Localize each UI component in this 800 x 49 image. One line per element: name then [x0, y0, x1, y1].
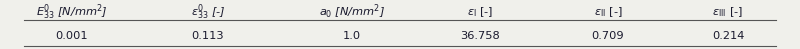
Text: 36.758: 36.758: [460, 31, 500, 41]
Text: 0.214: 0.214: [712, 31, 744, 41]
Text: 0.113: 0.113: [192, 31, 224, 41]
Text: $a_0$ [N/mm$^{2}$]: $a_0$ [N/mm$^{2}$]: [319, 3, 385, 21]
Text: $E_{33}^{0}$ [N/mm$^{2}$]: $E_{33}^{0}$ [N/mm$^{2}$]: [36, 2, 108, 22]
Text: $\varepsilon_{\mathrm{III}}$ [-]: $\varepsilon_{\mathrm{III}}$ [-]: [713, 5, 743, 19]
Text: $\varepsilon_{33}^{0}$ [-]: $\varepsilon_{33}^{0}$ [-]: [190, 2, 226, 22]
Text: 0.001: 0.001: [56, 31, 88, 41]
Text: 1.0: 1.0: [343, 31, 361, 41]
Text: $\varepsilon_{\mathrm{I}}$ [-]: $\varepsilon_{\mathrm{I}}$ [-]: [466, 5, 494, 19]
Text: 0.709: 0.709: [592, 31, 624, 41]
Text: $\varepsilon_{\mathrm{II}}$ [-]: $\varepsilon_{\mathrm{II}}$ [-]: [594, 5, 622, 19]
